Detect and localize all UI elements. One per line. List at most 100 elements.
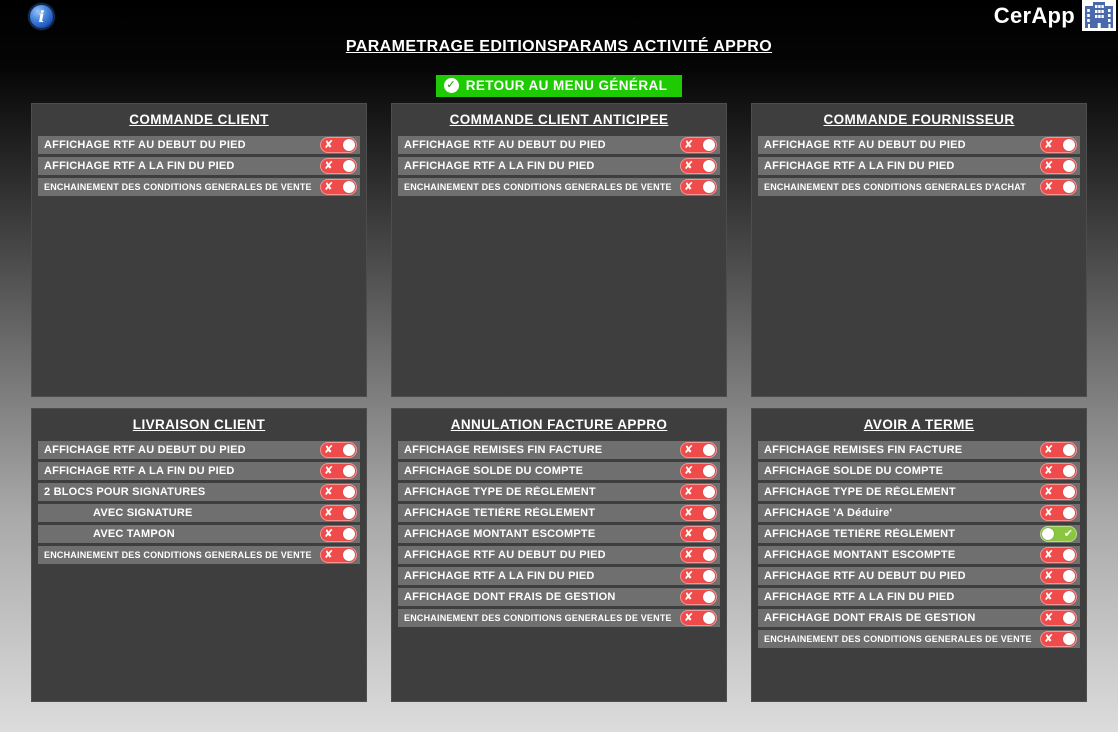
- toggle-switch[interactable]: ✘: [1040, 463, 1077, 479]
- panel-rows: AFFICHAGE RTF AU DEBUT DU PIED ✘ AFFICHA…: [38, 441, 360, 564]
- toggle-knob: [703, 549, 715, 561]
- toggle-switch[interactable]: ✘: [1040, 137, 1077, 153]
- toggle-switch[interactable]: ✘: [1040, 442, 1077, 458]
- setting-row: AFFICHAGE DONT FRAIS DE GESTION ✘: [398, 588, 720, 606]
- settings-panel: LIVRAISON CLIENT AFFICHAGE RTF AU DEBUT …: [31, 408, 367, 702]
- setting-label: AFFICHAGE RTF A LA FIN DU PIED: [764, 160, 955, 172]
- setting-label: ENCHAINEMENT DES CONDITIONS GENERALES DE…: [44, 550, 312, 560]
- toggle-state-icon: ✘: [324, 139, 334, 151]
- toggle-switch[interactable]: ✘: [1040, 179, 1077, 195]
- panel-rows: AFFICHAGE REMISES FIN FACTURE ✘ AFFICHAG…: [398, 441, 720, 627]
- toggle-switch[interactable]: ✘: [1040, 631, 1077, 647]
- toggle-switch[interactable]: ✘: [320, 505, 357, 521]
- toggle-state-icon: ✘: [684, 160, 694, 172]
- setting-label: AFFICHAGE SOLDE DU COMPTE: [764, 465, 944, 477]
- toggle-state-icon: ✘: [684, 486, 694, 498]
- panel-title: COMMANDE CLIENT ANTICIPEE: [449, 112, 669, 127]
- setting-row: AFFICHAGE RTF AU DEBUT DU PIED ✘: [398, 546, 720, 564]
- setting-row: AFFICHAGE DONT FRAIS DE GESTION ✘: [758, 609, 1080, 627]
- toggle-state-icon: ✘: [324, 528, 334, 540]
- toggle-state-icon: ✘: [324, 486, 334, 498]
- setting-label: AFFICHAGE RTF A LA FIN DU PIED: [404, 160, 595, 172]
- toggle-switch[interactable]: ✘: [1040, 484, 1077, 500]
- toggle-state-icon: ✘: [684, 591, 694, 603]
- setting-row: ENCHAINEMENT DES CONDITIONS GENERALES DE…: [398, 178, 720, 196]
- toggle-switch[interactable]: ✘: [680, 158, 717, 174]
- toggle-switch[interactable]: ✘: [320, 137, 357, 153]
- setting-label: AFFICHAGE SOLDE DU COMPTE: [404, 465, 584, 477]
- toggle-switch[interactable]: ✘: [1040, 505, 1077, 521]
- setting-label: ENCHAINEMENT DES CONDITIONS GENERALES DE…: [404, 182, 672, 192]
- back-button-icon: ✓: [443, 78, 459, 93]
- toggle-switch[interactable]: ✘: [680, 137, 717, 153]
- toggle-knob: [703, 444, 715, 456]
- toggle-switch[interactable]: ✘: [680, 589, 717, 605]
- toggle-state-icon: ✘: [1044, 139, 1054, 151]
- setting-row: ENCHAINEMENT DES CONDITIONS GENERALES D'…: [758, 178, 1080, 196]
- toggle-switch[interactable]: ✔: [1040, 526, 1077, 542]
- setting-label: AFFICHAGE RTF A LA FIN DU PIED: [44, 465, 235, 477]
- toggle-state-icon: ✘: [684, 549, 694, 561]
- toggle-state-icon: ✘: [324, 160, 334, 172]
- setting-row: ENCHAINEMENT DES CONDITIONS GENERALES DE…: [758, 630, 1080, 648]
- app-brand: CerApp: [994, 0, 1116, 31]
- toggle-switch[interactable]: ✘: [680, 442, 717, 458]
- setting-label: AFFICHAGE RTF AU DEBUT DU PIED: [404, 139, 606, 151]
- panel-title: ANNULATION FACTURE APPRO: [450, 417, 668, 432]
- setting-row: AVEC TAMPON ✘: [38, 525, 360, 543]
- toggle-state-icon: ✘: [324, 181, 334, 193]
- toggle-switch[interactable]: ✘: [680, 463, 717, 479]
- toggle-switch[interactable]: ✘: [680, 484, 717, 500]
- setting-label: AFFICHAGE MONTANT ESCOMPTE: [764, 549, 956, 561]
- return-to-menu-button[interactable]: ✓ RETOUR AU MENU GÉNÉRAL: [435, 75, 683, 97]
- toggle-switch[interactable]: ✘: [320, 463, 357, 479]
- toggle-switch[interactable]: ✘: [1040, 568, 1077, 584]
- setting-label: AFFICHAGE RTF A LA FIN DU PIED: [44, 160, 235, 172]
- toggle-switch[interactable]: ✘: [320, 526, 357, 542]
- toggle-knob: [1063, 591, 1075, 603]
- info-icon[interactable]: i: [29, 4, 54, 29]
- toggle-switch[interactable]: ✘: [1040, 589, 1077, 605]
- toggle-state-icon: ✔: [1063, 528, 1073, 540]
- setting-row: ENCHAINEMENT DES CONDITIONS GENERALES DE…: [38, 546, 360, 564]
- toggle-switch[interactable]: ✘: [1040, 158, 1077, 174]
- setting-label: AFFICHAGE 'A Déduire': [764, 507, 893, 519]
- toggle-knob: [343, 549, 355, 561]
- toggle-knob: [1063, 486, 1075, 498]
- setting-row: AFFICHAGE TETIÈRE RÈGLEMENT ✔: [758, 525, 1080, 543]
- toggle-state-icon: ✘: [324, 444, 334, 456]
- toggle-state-icon: ✘: [1044, 549, 1054, 561]
- app-name: CerApp: [993, 2, 1075, 28]
- toggle-knob: [343, 528, 355, 540]
- toggle-knob: [1063, 139, 1075, 151]
- toggle-state-icon: ✘: [684, 528, 694, 540]
- setting-label: AFFICHAGE DONT FRAIS DE GESTION: [404, 591, 616, 603]
- toggle-switch[interactable]: ✘: [1040, 610, 1077, 626]
- setting-row: AFFICHAGE 'A Déduire' ✘: [758, 504, 1080, 522]
- toggle-switch[interactable]: ✘: [680, 526, 717, 542]
- toggle-knob: [343, 139, 355, 151]
- toggle-switch[interactable]: ✘: [680, 179, 717, 195]
- toggle-state-icon: ✘: [1044, 486, 1054, 498]
- toggle-state-icon: ✘: [324, 549, 334, 561]
- building-icon: [1082, 0, 1116, 31]
- toggle-knob: [343, 160, 355, 172]
- toggle-knob: [703, 507, 715, 519]
- setting-label: AFFICHAGE RTF A LA FIN DU PIED: [764, 591, 955, 603]
- toggle-knob: [1063, 181, 1075, 193]
- toggle-switch[interactable]: ✘: [320, 158, 357, 174]
- setting-label: AFFICHAGE TETIÈRE RÈGLEMENT: [404, 507, 596, 519]
- toggle-switch[interactable]: ✘: [320, 484, 357, 500]
- toggle-switch[interactable]: ✘: [680, 505, 717, 521]
- toggle-knob: [703, 528, 715, 540]
- toggle-switch[interactable]: ✘: [320, 547, 357, 563]
- toggle-switch[interactable]: ✘: [680, 610, 717, 626]
- toggle-state-icon: ✘: [1044, 507, 1054, 519]
- toggle-switch[interactable]: ✘: [1040, 547, 1077, 563]
- toggle-switch[interactable]: ✘: [320, 442, 357, 458]
- toggle-switch[interactable]: ✘: [320, 179, 357, 195]
- toggle-switch[interactable]: ✘: [680, 568, 717, 584]
- setting-row: AFFICHAGE MONTANT ESCOMPTE ✘: [758, 546, 1080, 564]
- setting-label: ENCHAINEMENT DES CONDITIONS GENERALES DE…: [404, 613, 672, 623]
- toggle-switch[interactable]: ✘: [680, 547, 717, 563]
